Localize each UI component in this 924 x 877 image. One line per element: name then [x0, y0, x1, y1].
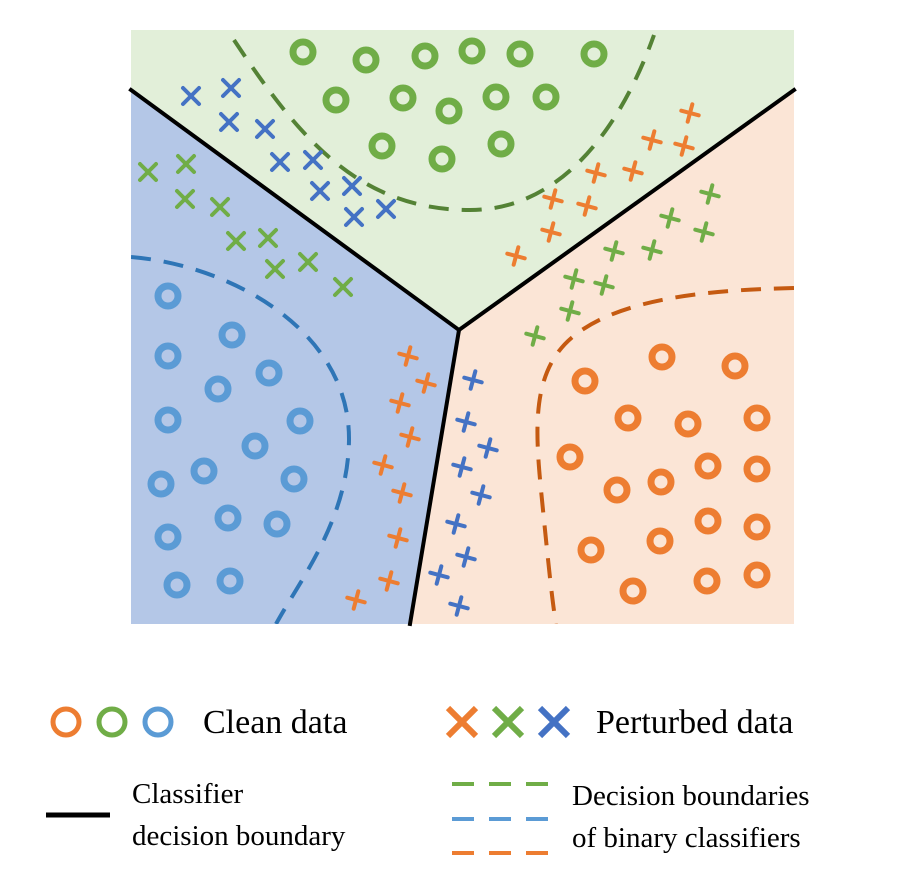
- orange-class-region: [410, 90, 794, 624]
- legend-classifier-boundary-line2: decision boundary: [132, 820, 346, 852]
- legend-perturbed-markers: [445, 705, 571, 739]
- clean-data-green: [289, 37, 608, 173]
- legend-classifier-boundary-line1: Classifier: [132, 778, 244, 810]
- class-regions: [131, 30, 794, 624]
- legend-perturbed-label: Perturbed data: [596, 704, 794, 741]
- classifier-decision-boundary: [128, 87, 797, 627]
- orange-binary-boundary: [535, 286, 794, 624]
- clean-data-orange: [556, 343, 771, 605]
- binary-classifier-boundaries: [131, 34, 794, 624]
- green-class-region: [131, 30, 794, 330]
- legend-binary-boundaries-line1: Decision boundaries: [572, 780, 810, 812]
- perturbed-data-orange-plus: [345, 102, 701, 611]
- perturbed-data-blue-plus: [428, 369, 499, 617]
- ring-marker-icon: [50, 706, 82, 738]
- perturbed-data-green-plus: [524, 183, 721, 347]
- ring-marker-icon: [96, 706, 128, 738]
- cross-marker-icon: [491, 705, 525, 739]
- legend-clean-markers: [50, 706, 174, 738]
- blue-class-region: [131, 90, 459, 624]
- perturbed-data-blue-diagonal: [181, 78, 396, 227]
- cross-marker-icon: [445, 705, 479, 739]
- green-binary-boundary: [232, 34, 656, 213]
- perturbed-data-green-diagonal: [138, 154, 353, 297]
- dashed-line-icon: [452, 782, 556, 855]
- cross-marker-icon: [537, 705, 571, 739]
- legend-binary-boundaries-line2: of binary classifiers: [572, 822, 801, 854]
- clean-data-blue: [147, 282, 314, 599]
- legend-clean-label: Clean data: [203, 704, 348, 741]
- ring-marker-icon: [142, 706, 174, 738]
